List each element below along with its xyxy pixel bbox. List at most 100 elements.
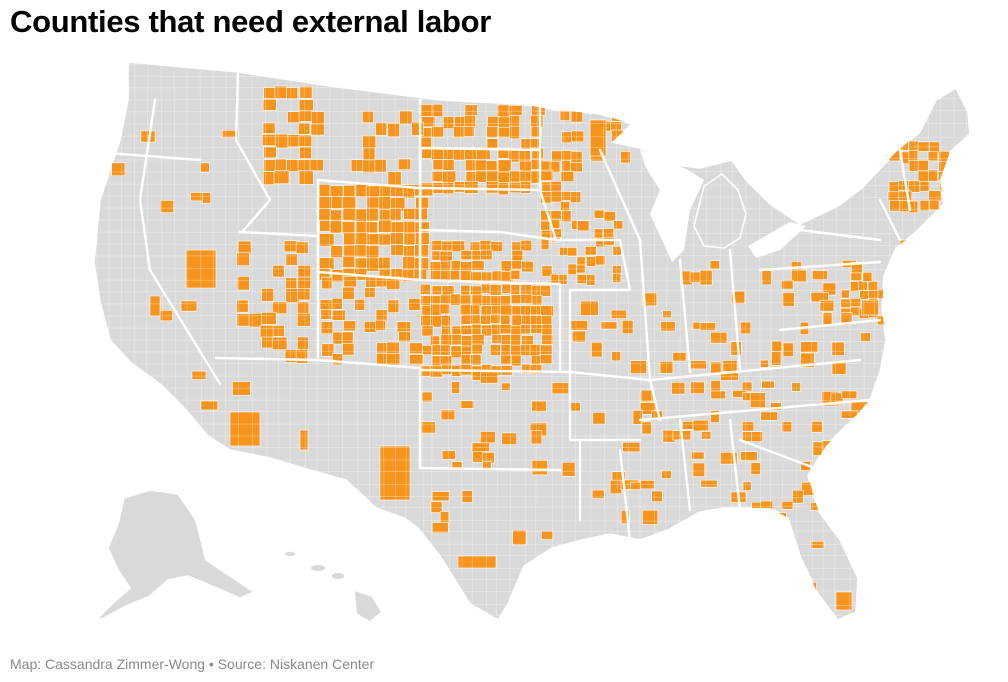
- highlighted-county: [236, 299, 249, 313]
- highlighted-county: [928, 190, 942, 202]
- map-credit-footer: Map: Cassandra Zimmer-Wong • Source: Nis…: [10, 656, 374, 672]
- highlighted-county: [202, 192, 212, 204]
- highlighted-county: [811, 420, 823, 433]
- highlighted-county: [272, 301, 288, 315]
- highlighted-county: [541, 334, 554, 345]
- highlighted-county: [451, 240, 466, 252]
- highlighted-county: [508, 115, 521, 128]
- highlighted-county: [397, 158, 411, 171]
- highlighted-county: [374, 158, 387, 173]
- highlighted-county: [761, 270, 772, 286]
- highlighted-county: [811, 270, 828, 280]
- highlighted-county: [431, 103, 444, 117]
- highlighted-county: [149, 295, 161, 317]
- highlighted-county: [470, 354, 482, 366]
- highlighted-county: [541, 265, 553, 277]
- highlighted-county: [319, 233, 335, 247]
- highlighted-county: [792, 489, 804, 504]
- highlighted-county: [318, 196, 333, 209]
- highlighted-county: [421, 325, 434, 337]
- highlighted-county: [852, 471, 870, 484]
- highlighted-county: [261, 134, 277, 146]
- highlighted-county: [453, 181, 466, 193]
- highlighted-county: [791, 269, 807, 283]
- highlighted-county: [459, 304, 472, 316]
- highlighted-county: [908, 159, 920, 172]
- highlighted-county: [261, 336, 274, 349]
- highlighted-county: [917, 159, 930, 172]
- highlighted-county: [464, 180, 479, 194]
- highlighted-county: [375, 319, 386, 331]
- highlighted-county: [191, 370, 207, 380]
- state-boundaries: [93, 70, 912, 542]
- highlighted-county: [485, 181, 499, 194]
- highlighted-county: [460, 250, 473, 260]
- highlighted-county: [858, 280, 868, 291]
- highlighted-county: [586, 274, 596, 286]
- highlighted-county: [460, 284, 471, 297]
- highlighted-county: [296, 336, 309, 351]
- highlighted-county: [720, 510, 737, 526]
- highlighted-county: [500, 354, 512, 365]
- highlighted-county: [311, 111, 325, 125]
- highlighted-county: [471, 294, 484, 307]
- highlighted-county: [630, 360, 647, 374]
- highlighted-county: [591, 341, 603, 358]
- highlighted-county: [296, 312, 311, 327]
- highlighted-county: [511, 354, 522, 367]
- highlighted-county: [200, 400, 219, 411]
- highlighted-county: [439, 303, 451, 315]
- highlighted-county: [584, 246, 597, 256]
- highlighted-county: [561, 131, 573, 144]
- highlighted-county: [387, 122, 400, 138]
- highlighted-county: [486, 126, 499, 138]
- highlighted-county: [390, 232, 404, 245]
- highlighted-county: [690, 381, 705, 394]
- highlighted-county: [590, 100, 605, 111]
- highlighted-county: [612, 265, 622, 274]
- highlighted-county: [321, 276, 333, 290]
- highlighted-county: [595, 255, 606, 266]
- highlighted-county: [661, 469, 672, 479]
- highlighted-county: [919, 181, 931, 192]
- highlighted-county: [331, 195, 344, 209]
- highlighted-county: [540, 238, 550, 250]
- highlighted-county: [332, 353, 343, 366]
- highlighted-county: [609, 479, 623, 495]
- highlighted-county: [298, 170, 314, 185]
- highlighted-county: [385, 353, 401, 366]
- highlighted-county: [520, 344, 531, 356]
- highlighted-county: [621, 320, 634, 335]
- highlighted-county: [299, 146, 312, 159]
- highlighted-county: [451, 334, 462, 346]
- map-credit: Map: Cassandra Zimmer-Wong: [10, 656, 206, 672]
- highlighted-county: [611, 111, 624, 122]
- highlighted-county: [840, 312, 853, 324]
- highlighted-county: [692, 419, 709, 432]
- highlighted-county: [612, 246, 622, 256]
- highlighted-county: [200, 162, 210, 173]
- highlighted-county: [841, 390, 858, 399]
- highlighted-county: [511, 249, 524, 263]
- highlighted-county: [620, 509, 630, 524]
- highlighted-county: [263, 87, 276, 99]
- highlighted-county: [376, 353, 388, 365]
- highlighted-county: [470, 314, 481, 325]
- highlighted-county: [541, 324, 553, 336]
- highlighted-county: [521, 260, 534, 273]
- highlighted-county: [889, 200, 902, 212]
- highlighted-county: [860, 332, 871, 342]
- highlighted-county: [560, 170, 575, 182]
- highlighted-county: [342, 255, 355, 268]
- highlighted-county: [501, 432, 518, 445]
- highlighted-county: [750, 462, 762, 475]
- highlighted-county: [591, 489, 605, 499]
- highlighted-county: [512, 529, 527, 546]
- highlighted-county: [299, 86, 313, 99]
- highlighted-county: [362, 110, 374, 124]
- highlighted-county: [722, 360, 738, 372]
- highlighted-county: [510, 333, 521, 346]
- highlighted-county: [490, 313, 501, 324]
- highlighted-county: [441, 314, 451, 327]
- highlighted-county: [491, 324, 502, 337]
